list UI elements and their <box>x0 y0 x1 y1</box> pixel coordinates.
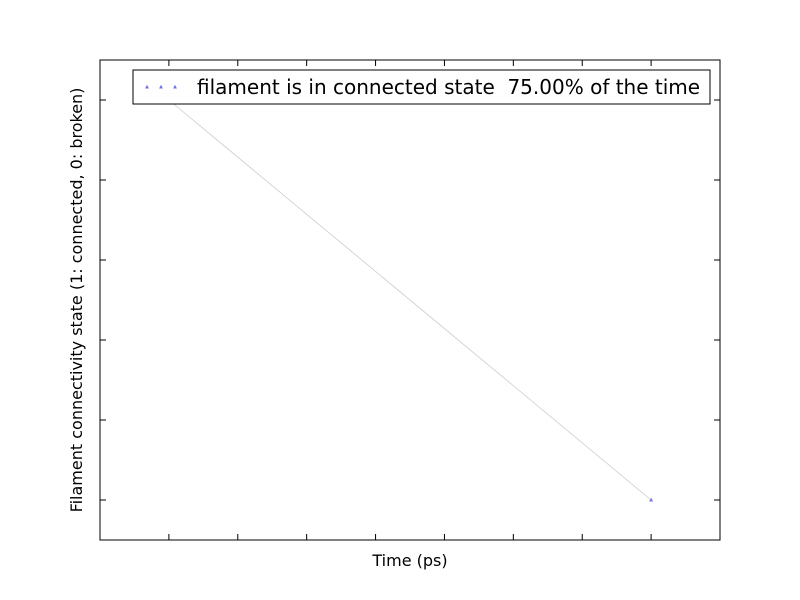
data-point <box>649 497 654 502</box>
y-axis-label: Filament connectivity state (1: connecte… <box>67 88 86 513</box>
axis-ticks <box>100 60 720 540</box>
legend-box <box>132 69 711 105</box>
legend-marker <box>145 84 177 89</box>
legend-marker-point <box>159 84 163 89</box>
legend-marker-point <box>173 84 177 89</box>
plot-frame <box>99 59 721 541</box>
x-axis-label: Time (ps) <box>371 551 447 570</box>
legend-marker-point <box>145 84 149 89</box>
legend-label: filament is in connected state 75.00% of… <box>197 75 700 99</box>
series-connector-line <box>168 99 652 501</box>
legend: filament is in connected state 75.00% of… <box>132 69 711 105</box>
plot-area <box>99 59 721 541</box>
